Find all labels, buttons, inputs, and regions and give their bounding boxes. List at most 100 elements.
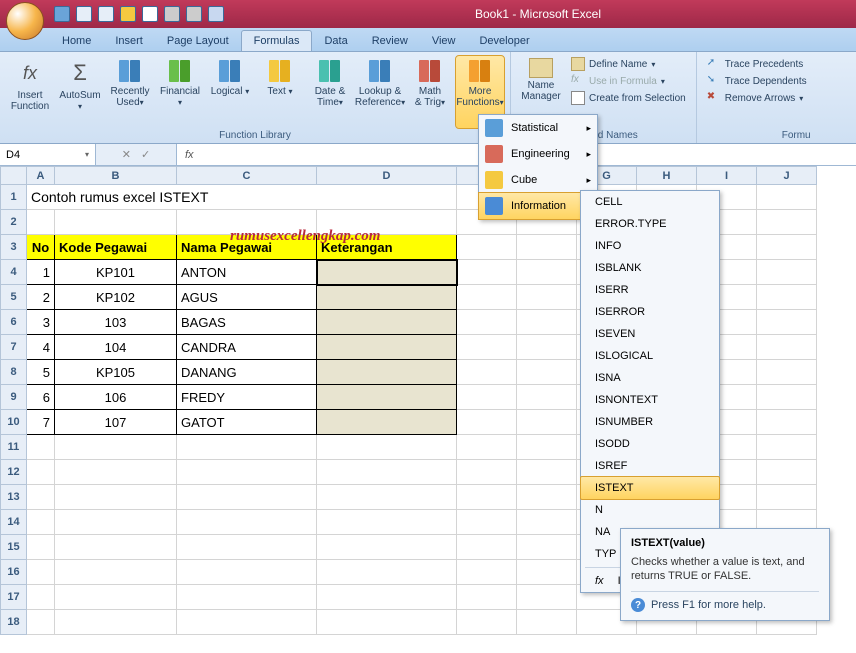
column-header[interactable]: H (637, 167, 697, 185)
qat-open-icon[interactable] (120, 6, 136, 22)
chevron-down-icon[interactable]: ▾ (85, 150, 89, 159)
function-item-isodd[interactable]: ISODD (581, 433, 719, 455)
cell[interactable] (517, 310, 577, 335)
cell[interactable] (317, 510, 457, 535)
define-name-button[interactable]: Define Name ▾ (567, 56, 690, 72)
math-trig-button[interactable]: Math & Trig▾ (406, 56, 454, 128)
qat-redo-icon[interactable] (98, 6, 114, 22)
trace-precedents-button[interactable]: ➚ Trace Precedents (703, 56, 811, 72)
remove-arrows-button[interactable]: ✖ Remove Arrows ▾ (703, 90, 811, 106)
cell[interactable] (317, 485, 457, 510)
cell[interactable] (517, 585, 577, 610)
cell[interactable] (177, 485, 317, 510)
function-item-iseven[interactable]: ISEVEN (581, 323, 719, 345)
cell[interactable] (757, 410, 817, 435)
cell[interactable] (457, 485, 517, 510)
tab-formulas[interactable]: Formulas (241, 30, 313, 51)
qat-print-icon[interactable] (186, 6, 202, 22)
cell[interactable] (317, 210, 457, 235)
column-header[interactable]: C (177, 167, 317, 185)
cell[interactable]: CANDRA (177, 335, 317, 360)
cell[interactable] (27, 585, 55, 610)
cell[interactable] (317, 435, 457, 460)
cell[interactable]: Keterangan (317, 235, 457, 260)
row-header[interactable]: 1 (1, 185, 27, 210)
tab-insert[interactable]: Insert (103, 31, 155, 51)
cell[interactable] (317, 385, 457, 410)
cell[interactable] (27, 210, 55, 235)
cell[interactable]: 3 (27, 310, 55, 335)
cell[interactable]: 6 (27, 385, 55, 410)
lookup-button[interactable]: Lookup & Reference▾ (356, 56, 404, 128)
cell[interactable] (457, 335, 517, 360)
qat-preview-icon[interactable] (164, 6, 180, 22)
cell[interactable]: 2 (27, 285, 55, 310)
cell[interactable] (27, 435, 55, 460)
cell[interactable] (517, 610, 577, 635)
cell[interactable] (177, 560, 317, 585)
cell[interactable]: No (27, 235, 55, 260)
tab-view[interactable]: View (420, 31, 468, 51)
cell[interactable] (757, 485, 817, 510)
tab-data[interactable]: Data (312, 31, 359, 51)
create-from-selection-button[interactable]: Create from Selection (567, 90, 690, 106)
cell[interactable]: BAGAS (177, 310, 317, 335)
cell[interactable] (457, 410, 517, 435)
cell[interactable] (457, 510, 517, 535)
autosum-button[interactable]: Σ AutoSum ▾ (56, 56, 104, 128)
cell[interactable]: KP105 (55, 360, 177, 385)
tab-review[interactable]: Review (360, 31, 420, 51)
use-in-formula-button[interactable]: fx Use in Formula ▾ (567, 73, 690, 89)
function-item-isblank[interactable]: ISBLANK (581, 257, 719, 279)
cell[interactable] (317, 610, 457, 635)
cell[interactable] (457, 460, 517, 485)
cell[interactable]: KP102 (55, 285, 177, 310)
cell[interactable] (517, 510, 577, 535)
function-item-islogical[interactable]: ISLOGICAL (581, 345, 719, 367)
cell[interactable] (177, 585, 317, 610)
cell[interactable] (457, 535, 517, 560)
row-header[interactable]: 11 (1, 435, 27, 460)
cell[interactable] (27, 535, 55, 560)
cell[interactable] (317, 460, 457, 485)
cell[interactable] (177, 210, 317, 235)
tooltip-help[interactable]: ? Press F1 for more help. (631, 591, 819, 612)
cell[interactable] (457, 435, 517, 460)
function-item-n[interactable]: N (581, 499, 719, 521)
cell[interactable]: 4 (27, 335, 55, 360)
cell[interactable] (55, 460, 177, 485)
cell[interactable]: 5 (27, 360, 55, 385)
cell[interactable]: FREDY (177, 385, 317, 410)
row-header[interactable]: 18 (1, 610, 27, 635)
cell[interactable] (177, 460, 317, 485)
cell[interactable] (457, 585, 517, 610)
cell[interactable] (757, 310, 817, 335)
cell[interactable]: 7 (27, 410, 55, 435)
cell[interactable] (55, 585, 177, 610)
column-header[interactable]: B (55, 167, 177, 185)
row-header[interactable]: 10 (1, 410, 27, 435)
cell[interactable]: 107 (55, 410, 177, 435)
cancel-icon[interactable]: ✕ (122, 148, 131, 161)
cell[interactable] (757, 210, 817, 235)
date-time-button[interactable]: Date & Time▾ (306, 56, 354, 128)
function-item-isna[interactable]: ISNA (581, 367, 719, 389)
cell[interactable] (317, 310, 457, 335)
cell[interactable] (27, 610, 55, 635)
row-header[interactable]: 9 (1, 385, 27, 410)
cell[interactable] (317, 585, 457, 610)
cell[interactable] (757, 385, 817, 410)
cell[interactable] (757, 185, 817, 210)
cell[interactable] (55, 485, 177, 510)
row-header[interactable]: 6 (1, 310, 27, 335)
row-header[interactable]: 15 (1, 535, 27, 560)
cell[interactable]: 104 (55, 335, 177, 360)
cell[interactable] (517, 460, 577, 485)
function-item-iserr[interactable]: ISERR (581, 279, 719, 301)
cell[interactable] (517, 285, 577, 310)
financial-button[interactable]: Financial ▾ (156, 56, 204, 128)
cell[interactable] (55, 610, 177, 635)
text-button[interactable]: Text ▾ (256, 56, 304, 128)
enter-icon[interactable]: ✓ (141, 148, 150, 161)
cell[interactable] (55, 210, 177, 235)
